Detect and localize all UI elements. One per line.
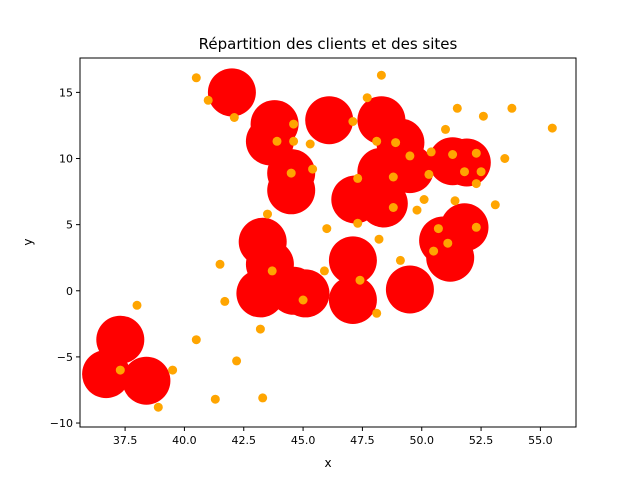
client-point-1 xyxy=(376,70,386,80)
client-point-52 xyxy=(255,324,265,334)
x-tick-label: 47.5 xyxy=(350,434,375,447)
client-point-50 xyxy=(132,300,142,310)
site-point-26 xyxy=(82,350,131,399)
client-point-31 xyxy=(490,200,500,210)
client-point-39 xyxy=(471,222,481,232)
site-point-23 xyxy=(328,276,377,324)
client-point-53 xyxy=(191,335,201,345)
client-point-22 xyxy=(308,164,318,174)
client-point-17 xyxy=(405,151,415,161)
plot-frame xyxy=(79,57,577,428)
client-point-45 xyxy=(267,266,277,276)
client-point-27 xyxy=(388,172,398,182)
client-point-55 xyxy=(115,365,125,375)
site-point-7 xyxy=(385,145,434,194)
client-point-33 xyxy=(412,205,422,215)
client-point-56 xyxy=(168,365,178,375)
y-tick-label: 0 xyxy=(66,285,73,298)
client-point-28 xyxy=(424,169,434,179)
client-point-4 xyxy=(229,113,239,122)
client-point-2 xyxy=(203,95,213,105)
y-tick-label: 15 xyxy=(59,86,73,99)
client-point-58 xyxy=(210,394,220,404)
client-point-10 xyxy=(547,123,557,133)
y-tick-label: 5 xyxy=(66,219,73,232)
chart-title: Répartition des clients et des sites xyxy=(199,35,458,53)
client-point-51 xyxy=(372,308,382,318)
client-point-32 xyxy=(388,203,398,212)
y-axis: −10 −5 0 5 10 15 xyxy=(50,86,80,430)
y-tick-label: −5 xyxy=(57,351,73,364)
client-point-6 xyxy=(478,111,488,121)
x-tick-label: 40.0 xyxy=(172,434,197,447)
client-point-21 xyxy=(500,154,510,163)
client-point-0 xyxy=(191,73,201,83)
client-point-26 xyxy=(353,173,363,183)
x-tick-label: 42.5 xyxy=(232,434,257,447)
x-axis: 37.5 40.0 42.5 45.0 47.5 50.0 52.5 55.0 xyxy=(113,427,553,447)
client-point-11 xyxy=(441,124,450,134)
site-point-11 xyxy=(267,166,316,215)
client-point-16 xyxy=(391,138,401,148)
client-point-59 xyxy=(153,402,163,412)
client-point-24 xyxy=(476,167,486,177)
client-point-23 xyxy=(460,167,469,177)
client-point-20 xyxy=(471,148,481,158)
client-point-12 xyxy=(272,136,282,146)
client-point-18 xyxy=(426,147,436,157)
client-point-9 xyxy=(289,119,299,129)
client-point-15 xyxy=(372,136,382,146)
client-point-44 xyxy=(215,259,225,269)
y-tick-label: −10 xyxy=(50,417,73,430)
client-point-49 xyxy=(220,296,230,306)
client-point-25 xyxy=(286,168,296,178)
client-point-36 xyxy=(353,218,363,228)
client-point-48 xyxy=(298,295,308,305)
client-point-41 xyxy=(443,238,453,248)
client-point-40 xyxy=(374,234,384,244)
client-point-29 xyxy=(471,179,481,189)
y-tick-label: 10 xyxy=(59,153,73,166)
site-point-16 xyxy=(426,233,475,282)
x-axis-label: x xyxy=(324,456,331,470)
x-tick-label: 55.0 xyxy=(528,434,553,447)
client-point-30 xyxy=(450,196,460,206)
client-point-57 xyxy=(258,393,268,403)
client-point-8 xyxy=(348,117,358,126)
client-point-54 xyxy=(232,356,242,366)
client-point-14 xyxy=(305,139,315,149)
site-point-27 xyxy=(122,356,171,405)
plot-area xyxy=(82,68,557,412)
client-point-47 xyxy=(355,275,365,285)
y-axis-label: y xyxy=(21,238,35,245)
site-point-21 xyxy=(281,269,330,318)
client-point-35 xyxy=(263,209,272,219)
site-point-0 xyxy=(207,68,256,117)
site-point-9 xyxy=(442,138,491,187)
site-point-3 xyxy=(305,96,354,145)
site-point-22 xyxy=(328,236,377,285)
site-point-24 xyxy=(385,265,434,314)
client-point-19 xyxy=(448,150,458,159)
x-tick-label: 50.0 xyxy=(409,434,434,447)
client-point-43 xyxy=(395,255,405,265)
client-point-13 xyxy=(289,136,299,146)
x-tick-label: 52.5 xyxy=(469,434,494,447)
x-tick-label: 45.0 xyxy=(291,434,316,447)
client-point-37 xyxy=(322,224,332,234)
client-point-42 xyxy=(429,246,439,256)
client-point-34 xyxy=(419,195,429,204)
client-point-38 xyxy=(433,224,443,234)
client-point-3 xyxy=(362,93,372,103)
x-tick-label: 37.5 xyxy=(113,434,138,447)
client-point-46 xyxy=(319,266,329,276)
client-point-5 xyxy=(452,103,462,113)
site-point-13 xyxy=(359,179,408,228)
client-point-7 xyxy=(507,103,517,113)
